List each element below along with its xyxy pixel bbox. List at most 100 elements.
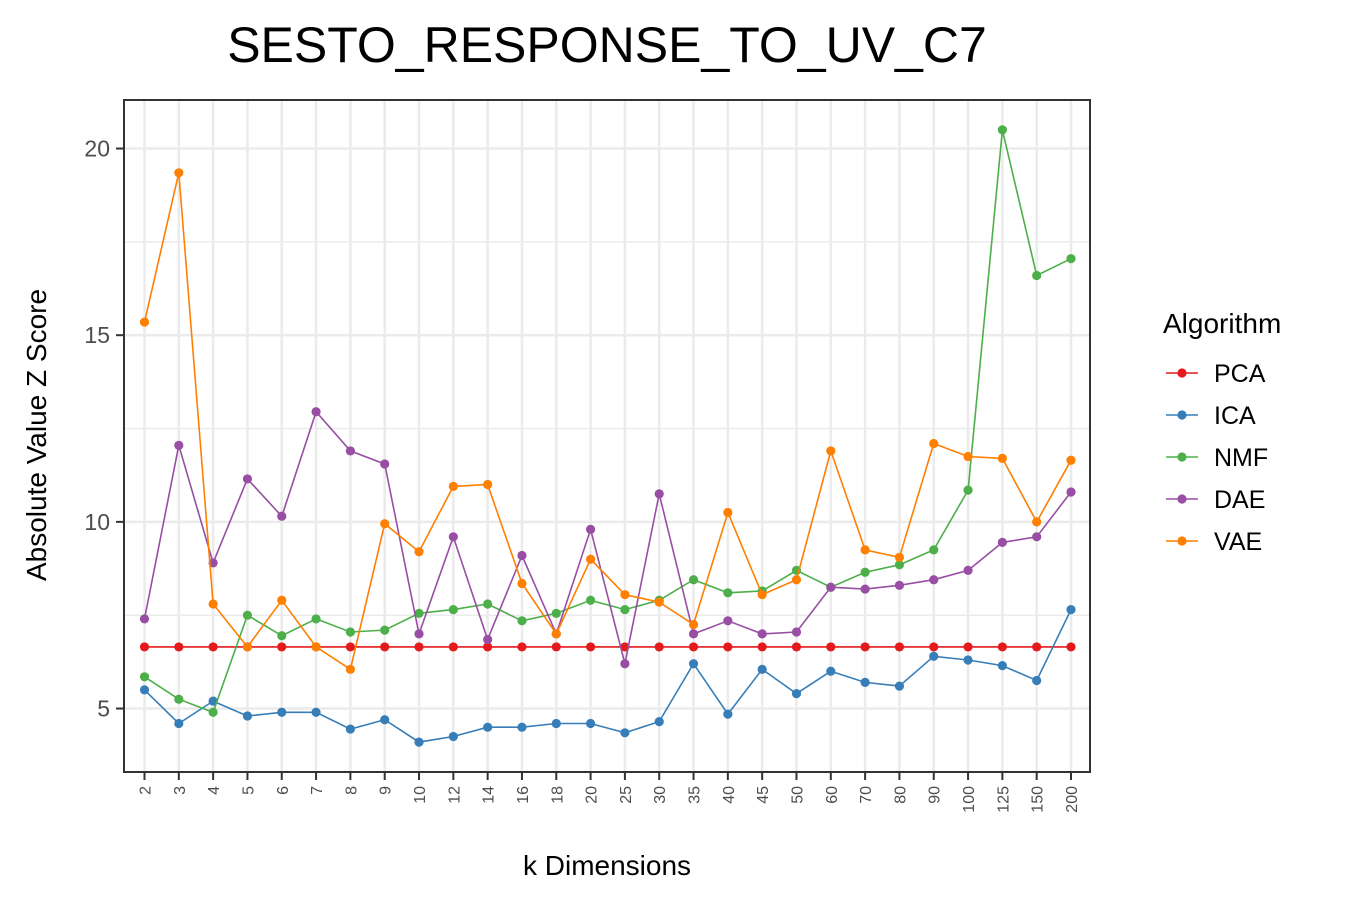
data-point-vae bbox=[723, 507, 733, 518]
data-point-nmf bbox=[174, 694, 184, 704]
x-tick-label: 150 bbox=[1030, 786, 1047, 813]
x-tick-label: 16 bbox=[515, 786, 532, 804]
data-point-vae bbox=[688, 619, 699, 630]
x-tick-label: 200 bbox=[1064, 786, 1081, 813]
legend-item-ica: ICA bbox=[1166, 402, 1256, 430]
data-point-pca bbox=[1032, 642, 1042, 652]
legend-key-point bbox=[1177, 410, 1187, 420]
data-point-dae bbox=[654, 489, 664, 499]
y-tick-label: 5 bbox=[97, 696, 110, 722]
data-point-dae bbox=[688, 629, 699, 639]
x-tick-label: 8 bbox=[343, 786, 360, 795]
data-point-ica bbox=[311, 707, 321, 717]
x-tick-label: 80 bbox=[892, 786, 909, 804]
data-point-pca bbox=[380, 642, 390, 652]
data-point-nmf bbox=[380, 625, 390, 635]
data-point-nmf bbox=[997, 125, 1007, 135]
data-point-pca bbox=[277, 642, 287, 652]
data-point-vae bbox=[517, 578, 527, 589]
data-point-dae bbox=[1066, 487, 1076, 497]
data-point-ica bbox=[277, 707, 287, 717]
data-point-dae bbox=[585, 524, 596, 534]
data-point-vae bbox=[380, 519, 390, 529]
data-point-ica bbox=[654, 717, 664, 727]
data-point-ica bbox=[620, 728, 630, 738]
legend-label: NMF bbox=[1214, 444, 1268, 472]
legend-item-nmf: NMF bbox=[1166, 444, 1268, 472]
data-point-dae bbox=[414, 629, 424, 639]
data-point-vae bbox=[963, 451, 973, 462]
data-point-dae bbox=[277, 511, 287, 521]
data-point-vae bbox=[345, 664, 355, 674]
data-point-ica bbox=[174, 718, 184, 729]
data-point-nmf bbox=[242, 610, 253, 620]
data-point-nmf bbox=[929, 545, 939, 555]
grid-lines bbox=[124, 100, 1090, 772]
data-point-vae bbox=[620, 590, 630, 600]
data-point-pca bbox=[345, 642, 355, 652]
data-point-dae bbox=[997, 537, 1007, 548]
data-point-vae bbox=[277, 595, 287, 605]
x-tick-label: 35 bbox=[687, 786, 704, 804]
legend-key-point bbox=[1177, 494, 1187, 504]
data-point-vae bbox=[311, 642, 321, 652]
x-tick-label: 4 bbox=[206, 786, 223, 795]
data-point-nmf bbox=[277, 631, 287, 641]
x-tick-label: 10 bbox=[412, 786, 429, 804]
series-line-dae bbox=[143, 410, 1072, 664]
data-point-pca bbox=[654, 642, 664, 652]
data-point-vae bbox=[826, 446, 836, 456]
data-point-dae bbox=[174, 440, 184, 450]
legend-label: PCA bbox=[1214, 360, 1266, 388]
data-point-vae bbox=[414, 547, 424, 557]
data-point-vae bbox=[1066, 455, 1076, 465]
data-point-pca bbox=[174, 642, 184, 652]
data-point-ica bbox=[585, 718, 596, 729]
x-tick-label: 6 bbox=[275, 786, 292, 795]
data-point-dae bbox=[757, 629, 767, 639]
data-point-nmf bbox=[860, 567, 870, 577]
y-tick-label: 20 bbox=[84, 136, 110, 162]
data-point-dae bbox=[791, 627, 802, 637]
data-point-pca bbox=[963, 642, 973, 652]
x-tick-label: 40 bbox=[721, 786, 738, 804]
data-point-pca bbox=[585, 642, 596, 652]
data-point-ica bbox=[345, 724, 355, 734]
y-axis-label: Absolute Value Z Score bbox=[21, 289, 52, 581]
data-point-dae bbox=[929, 575, 939, 585]
data-point-vae bbox=[791, 575, 802, 585]
data-point-vae bbox=[208, 599, 218, 609]
x-tick-label: 125 bbox=[995, 786, 1012, 813]
y-tick-label: 15 bbox=[84, 322, 110, 348]
data-point-vae bbox=[997, 453, 1007, 463]
data-point-nmf bbox=[414, 608, 424, 618]
legend-item-dae: DAE bbox=[1166, 486, 1265, 514]
x-tick-label: 5 bbox=[240, 786, 257, 795]
legend-key-point bbox=[1177, 452, 1187, 462]
data-point-dae bbox=[380, 459, 390, 469]
chart-title: SESTO_RESPONSE_TO_UV_C7 bbox=[227, 17, 987, 73]
data-point-vae bbox=[242, 642, 253, 652]
x-tick-label: 70 bbox=[858, 786, 875, 804]
data-point-dae bbox=[963, 565, 973, 576]
data-point-vae bbox=[139, 317, 150, 327]
data-point-nmf bbox=[723, 588, 733, 598]
data-point-pca bbox=[551, 642, 561, 652]
x-tick-label: 7 bbox=[309, 786, 326, 795]
data-point-pca bbox=[860, 642, 870, 652]
data-point-ica bbox=[1032, 675, 1042, 686]
data-point-pca bbox=[997, 642, 1007, 652]
data-point-ica bbox=[894, 681, 905, 691]
data-point-pca bbox=[1066, 642, 1076, 652]
data-point-dae bbox=[894, 580, 905, 590]
data-point-dae bbox=[723, 616, 733, 626]
data-point-nmf bbox=[1032, 270, 1042, 281]
data-point-pca bbox=[208, 642, 218, 652]
legend-label: ICA bbox=[1214, 402, 1256, 430]
x-tick-label: 3 bbox=[172, 786, 189, 795]
data-point-ica bbox=[929, 651, 939, 661]
data-point-nmf bbox=[517, 616, 527, 626]
data-point-ica bbox=[860, 677, 870, 688]
data-point-nmf bbox=[551, 608, 561, 618]
